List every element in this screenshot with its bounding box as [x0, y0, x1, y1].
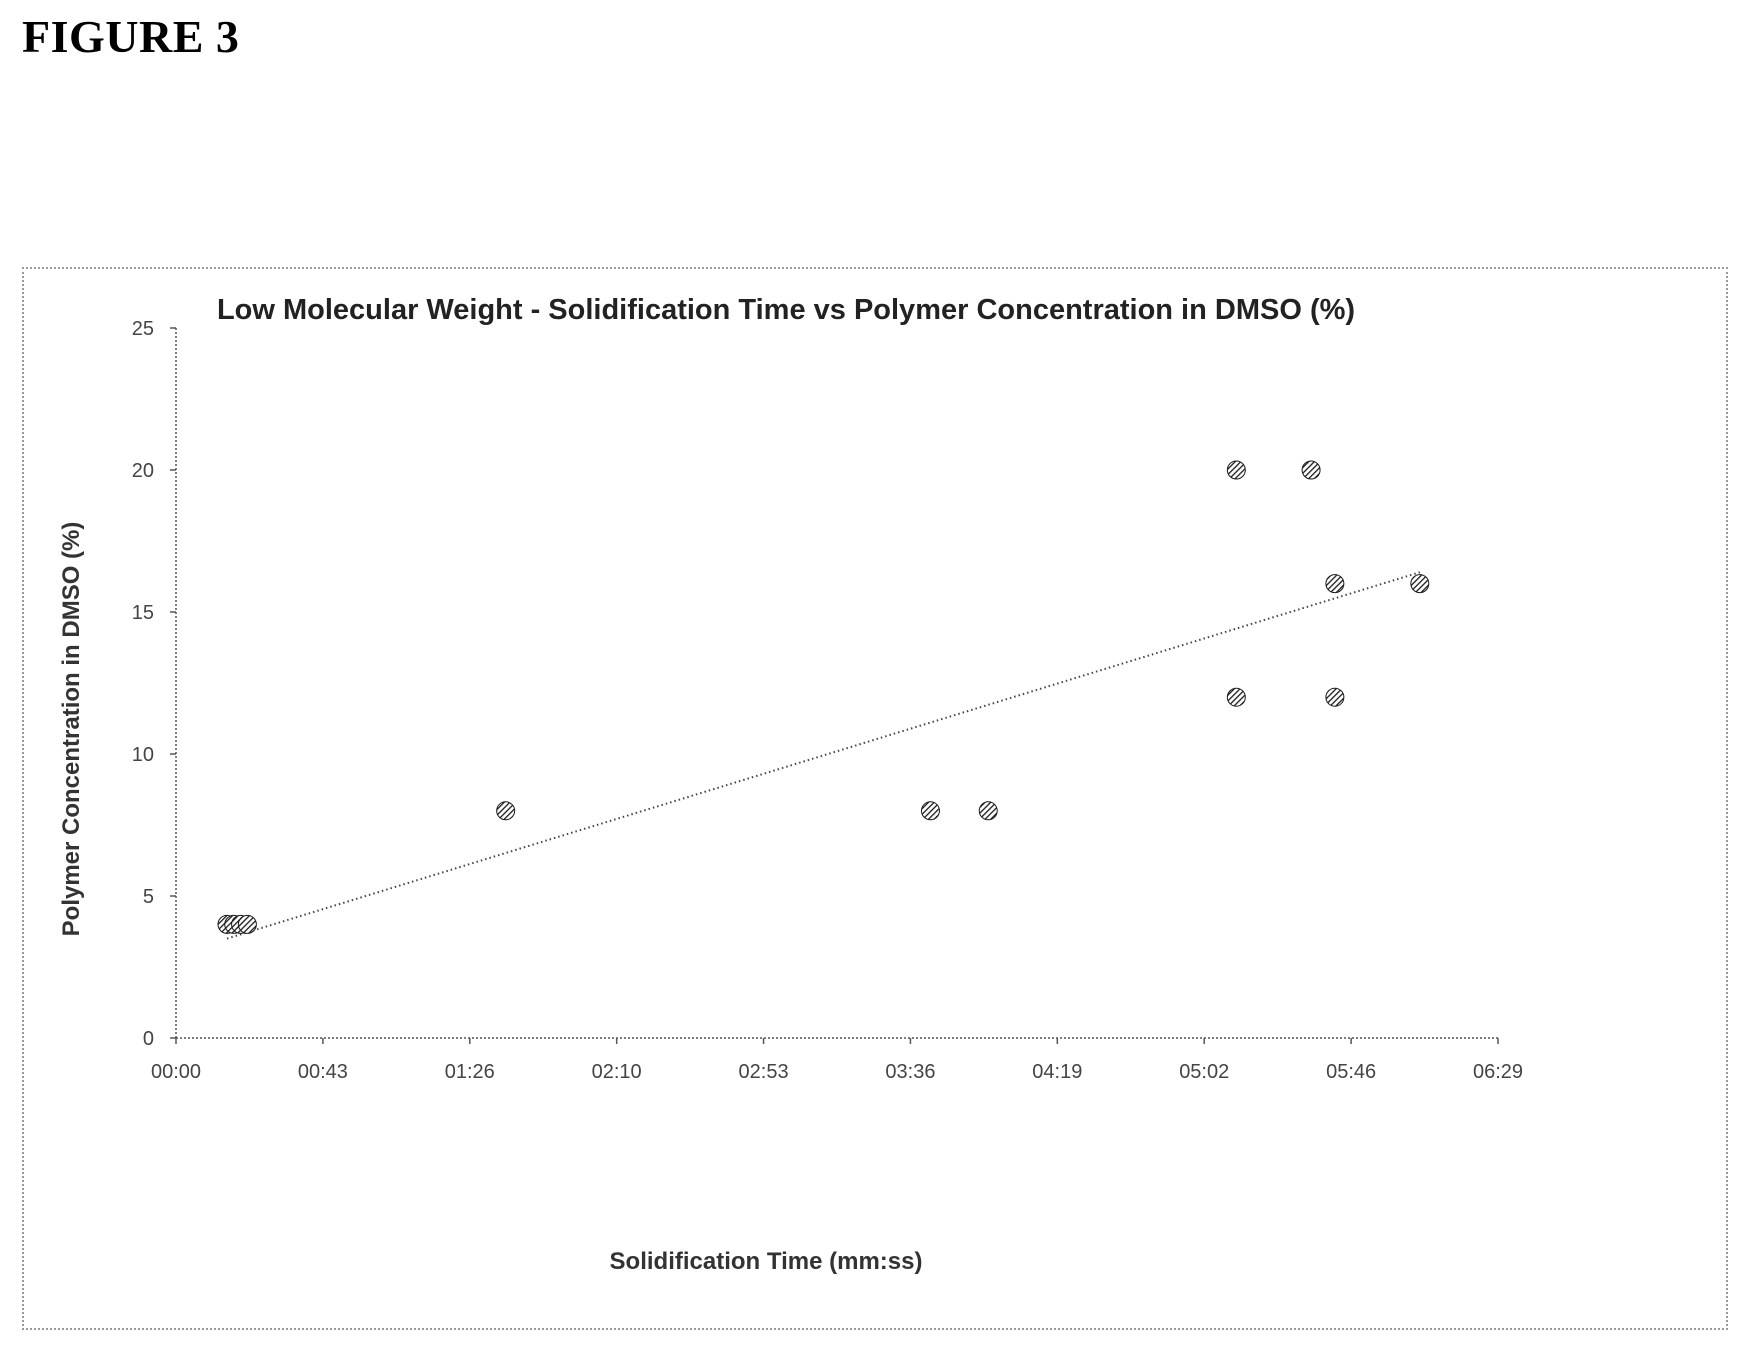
- data-point: [1325, 687, 1345, 707]
- data-point: [978, 801, 998, 821]
- data-point: [920, 801, 940, 821]
- y-tick-label: 0: [143, 1028, 154, 1050]
- data-point: [237, 914, 257, 934]
- x-tick-label: 02:10: [592, 1061, 642, 1083]
- x-tick-label: 05:02: [1179, 1061, 1229, 1083]
- data-point: [496, 801, 516, 821]
- x-tick-label: 06:29: [1473, 1061, 1523, 1083]
- figure-label: FIGURE 3: [22, 11, 240, 62]
- data-point: [1325, 574, 1345, 594]
- x-tick-label: 01:26: [445, 1061, 495, 1083]
- y-tick-label: 5: [143, 886, 154, 908]
- x-tick-label: 03:36: [885, 1061, 935, 1083]
- trendline: [226, 571, 1421, 940]
- y-tick-label: 10: [132, 744, 154, 766]
- data-point: [1410, 574, 1430, 594]
- data-point: [1301, 460, 1321, 480]
- x-tick-label: 04:19: [1032, 1061, 1082, 1083]
- x-tick-label: 00:43: [298, 1061, 348, 1083]
- x-tick-label: 00:00: [151, 1061, 201, 1083]
- y-tick-label: 15: [132, 602, 154, 624]
- chart-frame: Low Molecular Weight - Solidification Ti…: [22, 267, 1728, 1330]
- x-tick-label: 02:53: [739, 1061, 789, 1083]
- x-axis-title: Solidification Time (mm:ss): [610, 1248, 923, 1275]
- axes: 0 5 10 15 20 25 00:00 00:43 01:26 02:10 02:53 03:36…: [132, 318, 1523, 1083]
- y-axis-title: Polymer Concentration in DMSO (%): [58, 522, 85, 937]
- chart-title: Low Molecular Weight - Solidification Ti…: [217, 294, 1355, 326]
- scatter-chart: Low Molecular Weight - Solidification Ti…: [58, 294, 1523, 1275]
- data-point: [1226, 460, 1246, 480]
- data-point: [1226, 687, 1246, 707]
- x-tick-label: 05:46: [1326, 1061, 1376, 1083]
- y-tick-label: 25: [132, 318, 154, 340]
- y-tick-label: 20: [132, 460, 154, 482]
- trendline-layer: [226, 571, 1421, 940]
- points-layer: [217, 460, 1430, 934]
